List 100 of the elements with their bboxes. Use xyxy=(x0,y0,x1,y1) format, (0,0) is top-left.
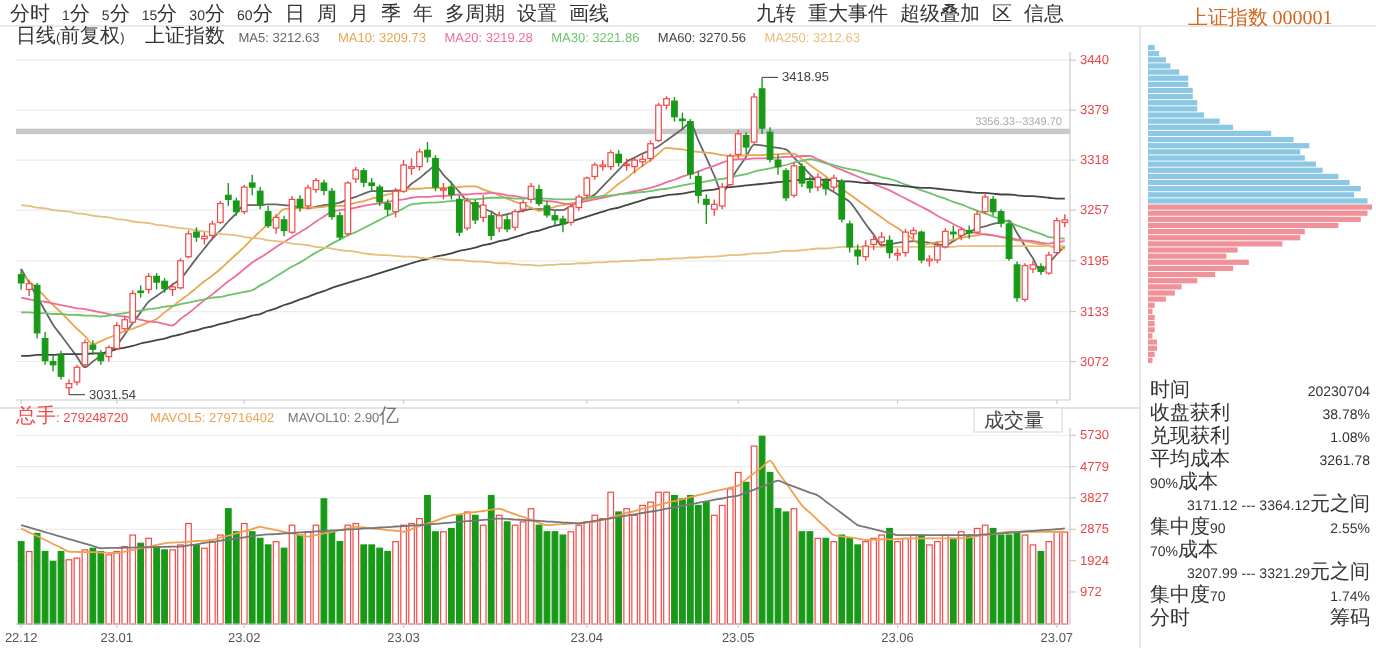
bar xyxy=(1148,198,1368,204)
candlestick xyxy=(432,154,439,192)
bar xyxy=(639,504,646,625)
bar xyxy=(894,541,901,625)
candlestick xyxy=(129,289,137,325)
bar xyxy=(1148,63,1171,69)
bar xyxy=(1148,210,1368,216)
bar xyxy=(320,498,328,625)
bar xyxy=(455,514,463,625)
candlestick xyxy=(655,102,662,143)
candlestick xyxy=(447,180,455,201)
bar xyxy=(1148,161,1316,167)
bar xyxy=(949,537,957,625)
bar xyxy=(280,547,288,625)
bar xyxy=(742,481,750,625)
bar xyxy=(910,534,917,625)
text: 信息 xyxy=(1024,2,1064,26)
bar xyxy=(25,550,33,625)
bar xyxy=(575,524,583,625)
bar xyxy=(997,534,1005,625)
bar xyxy=(679,498,686,625)
text: 筹码 xyxy=(1330,606,1370,630)
candlestick xyxy=(814,172,822,192)
bar xyxy=(208,541,216,625)
text: 收盘获利 xyxy=(1150,401,1230,425)
bar xyxy=(838,534,846,625)
candlestick xyxy=(471,198,479,225)
bar xyxy=(663,491,670,625)
candlestick xyxy=(854,243,862,266)
bar xyxy=(511,524,519,625)
bar xyxy=(145,537,153,625)
bar xyxy=(1148,327,1155,333)
bar xyxy=(671,494,678,625)
bar xyxy=(870,537,878,625)
bar xyxy=(862,541,870,625)
bar xyxy=(989,527,997,625)
bar xyxy=(81,549,89,625)
bar xyxy=(89,547,97,625)
bar xyxy=(1061,531,1069,625)
bar xyxy=(1148,290,1175,296)
bar xyxy=(1148,143,1310,149)
bar xyxy=(272,541,280,625)
bar xyxy=(981,524,989,625)
bar xyxy=(400,524,407,625)
bar xyxy=(918,534,925,625)
text: 年 xyxy=(412,2,433,26)
bar xyxy=(806,531,814,625)
bar xyxy=(224,508,232,625)
bar xyxy=(1148,321,1155,327)
text: 分时 xyxy=(10,2,50,26)
candlestick xyxy=(798,162,806,188)
bar xyxy=(463,511,471,625)
line-series xyxy=(20,204,1066,267)
bar xyxy=(902,537,909,625)
bar xyxy=(193,544,200,625)
bar xyxy=(1148,149,1301,155)
text: 重大事件 xyxy=(808,2,888,26)
text: 分时 xyxy=(1150,606,1190,630)
bar xyxy=(1045,541,1053,625)
candlestick xyxy=(360,167,368,188)
bar xyxy=(702,501,710,625)
bar xyxy=(1148,204,1372,210)
candlestick xyxy=(886,234,893,260)
bar xyxy=(113,550,121,625)
candlestick xyxy=(862,239,870,262)
bar xyxy=(1053,531,1061,625)
candlestick xyxy=(503,213,511,233)
candlestick xyxy=(240,183,248,215)
candlestick xyxy=(416,147,423,172)
bar xyxy=(360,544,368,625)
bar xyxy=(1148,314,1155,321)
text: 季 xyxy=(380,2,401,26)
bar xyxy=(591,514,599,625)
candlestick xyxy=(918,229,925,264)
candlestick xyxy=(280,215,288,237)
candlestick xyxy=(607,149,615,171)
candlestick xyxy=(647,139,654,163)
bar xyxy=(1148,216,1361,222)
bar xyxy=(814,537,822,625)
bar xyxy=(240,522,248,625)
bar xyxy=(1148,57,1166,63)
bar xyxy=(933,541,941,625)
text: 日 xyxy=(284,4,305,26)
bar xyxy=(567,531,575,625)
candlestick xyxy=(224,182,232,207)
bar xyxy=(33,532,41,625)
bar xyxy=(957,531,965,625)
bar xyxy=(687,494,694,625)
candlestick xyxy=(790,161,798,199)
bar xyxy=(17,541,25,625)
candlestick xyxy=(264,205,272,229)
text: 兑现获利 xyxy=(1150,424,1230,448)
bar xyxy=(479,524,487,625)
candlestick xyxy=(463,197,471,232)
bar xyxy=(153,545,160,625)
bar xyxy=(1148,339,1157,345)
text: 设置 xyxy=(516,2,557,26)
candlestick xyxy=(17,268,25,291)
candlestick xyxy=(81,338,89,368)
bar xyxy=(1148,94,1193,100)
